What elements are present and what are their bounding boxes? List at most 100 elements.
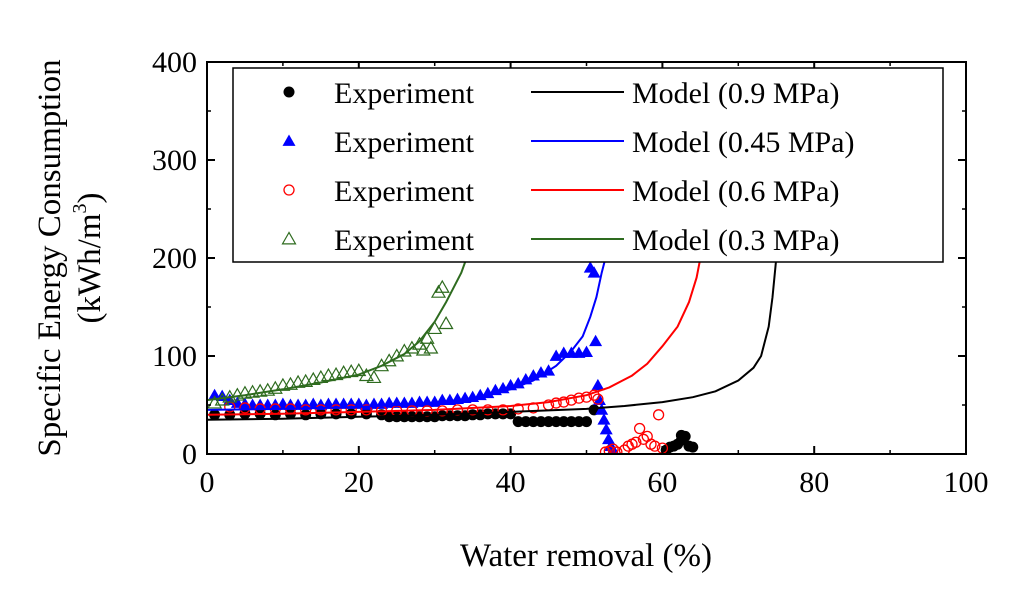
experiment-point	[208, 388, 222, 401]
experiment-point	[687, 441, 699, 453]
experiment-point	[550, 397, 562, 409]
x-tick-label: 80	[799, 466, 829, 499]
experiment-point	[415, 342, 431, 356]
experiment-point	[607, 443, 619, 454]
experiment-point	[587, 266, 601, 278]
legend-experiment-label: Experiment	[334, 77, 475, 110]
legend-row-3: Experiment Model (0.3 MPa)	[281, 224, 839, 257]
experiment-point	[358, 367, 374, 382]
x-axis-title: Water removal (%)	[460, 538, 712, 574]
experiment-point	[434, 279, 450, 293]
experiment-point	[404, 340, 420, 354]
experiment-point	[581, 416, 592, 428]
experiment-point	[414, 411, 426, 423]
experiment-point	[592, 393, 604, 405]
experiment-point	[427, 320, 443, 335]
legend-model-label: Model (0.3 MPa)	[632, 224, 839, 257]
x-tick-label: 100	[944, 466, 989, 499]
experiment-point	[558, 416, 570, 428]
model-line-0	[207, 257, 778, 421]
experiment-point	[239, 402, 251, 414]
y-axis-title-line2: (kWh/m3)	[69, 193, 108, 324]
experiment-point	[482, 408, 494, 420]
experiment-point	[512, 416, 524, 428]
plot-marks	[207, 257, 778, 454]
legend-experiment-label: Experiment	[334, 224, 475, 257]
experiment-point	[423, 340, 439, 354]
legend-marker	[281, 231, 297, 245]
experiment-point	[360, 404, 373, 416]
y-axis-title-line1: Specific Energy Consumption	[32, 59, 68, 456]
experiment-point	[438, 315, 454, 330]
experiment-point	[527, 416, 539, 428]
legend-box	[232, 67, 944, 263]
experiment-point	[543, 416, 555, 428]
experiment-point	[315, 404, 327, 416]
legend-row-2: Experiment Model (0.6 MPa)	[283, 175, 839, 208]
experiment-point	[520, 416, 532, 428]
x-tick-label: 20	[344, 466, 374, 499]
legend-model-label: Model (0.6 MPa)	[632, 175, 839, 208]
y-tick-label: 300	[152, 144, 197, 177]
experiment-point	[406, 411, 418, 423]
x-tick-label: 60	[647, 466, 677, 499]
experiment-point	[591, 378, 605, 391]
experiment-point	[633, 422, 646, 435]
legend-experiment-label: Experiment	[334, 175, 475, 208]
legend-marker	[282, 134, 296, 146]
experiment-point	[589, 334, 603, 347]
experiment-point	[573, 416, 585, 428]
y-axis-title: Specific Energy Consumption (kWh/m3)	[32, 59, 108, 456]
experiment-point	[306, 397, 320, 409]
legend-model-label: Model (0.9 MPa)	[632, 77, 839, 110]
y-tick-label: 100	[152, 340, 197, 373]
experiment-point	[602, 432, 616, 445]
experiment-point	[436, 405, 448, 417]
experiment-point	[565, 416, 577, 428]
experiment-point	[565, 394, 577, 406]
y-axis-title-superscript: 3	[69, 204, 91, 214]
legend-marker	[283, 184, 295, 196]
experiment-point	[430, 284, 447, 298]
y-tick-label: 200	[152, 242, 197, 275]
experiment-point	[482, 404, 494, 416]
legend-marker	[283, 86, 295, 98]
legend-model-label: Model (0.45 MPa)	[632, 126, 854, 159]
legend-row-1: Experiment Model (0.45 MPa)	[282, 126, 854, 159]
experiment-point	[630, 436, 642, 448]
experiment-point	[618, 444, 631, 454]
legend-row-0: Experiment Model (0.9 MPa)	[283, 77, 839, 110]
legend-experiment-label: Experiment	[334, 126, 475, 159]
legend: Experiment Model (0.9 MPa) Experiment Model…	[232, 67, 944, 263]
experiment-point	[345, 404, 357, 416]
x-tick-label: 0	[200, 466, 215, 499]
experiment-point	[512, 403, 524, 415]
y-tick-label: 400	[152, 46, 197, 79]
y-tick-label: 0	[182, 438, 197, 471]
experiment-point	[330, 404, 342, 416]
model-line-1	[207, 257, 607, 411]
experiment-point	[398, 411, 410, 423]
experiment-point	[300, 404, 312, 416]
experiment-point	[580, 391, 593, 403]
experiment-point	[611, 446, 623, 454]
experiment-point	[497, 404, 509, 416]
x-tick-label: 40	[496, 466, 526, 499]
experiment-point	[497, 408, 509, 420]
experiment-point	[550, 416, 562, 428]
axes: 0 20 40 60 80 100 0 100 200 300 400	[152, 46, 989, 499]
experiment-point	[649, 440, 661, 452]
y-axis-title-close: )	[72, 193, 108, 204]
experiment-point	[466, 404, 479, 416]
experiment-point	[595, 403, 609, 415]
experiment-point	[652, 409, 665, 421]
experiment-point	[558, 396, 570, 408]
experiment-point	[549, 349, 563, 361]
experiment-point	[320, 367, 336, 382]
model-line-3	[207, 257, 468, 402]
y-axis-title-unit: (kWh/m	[72, 213, 108, 323]
model-line-2	[207, 257, 702, 416]
experiment-point	[366, 369, 382, 384]
experiment-point	[419, 330, 435, 344]
